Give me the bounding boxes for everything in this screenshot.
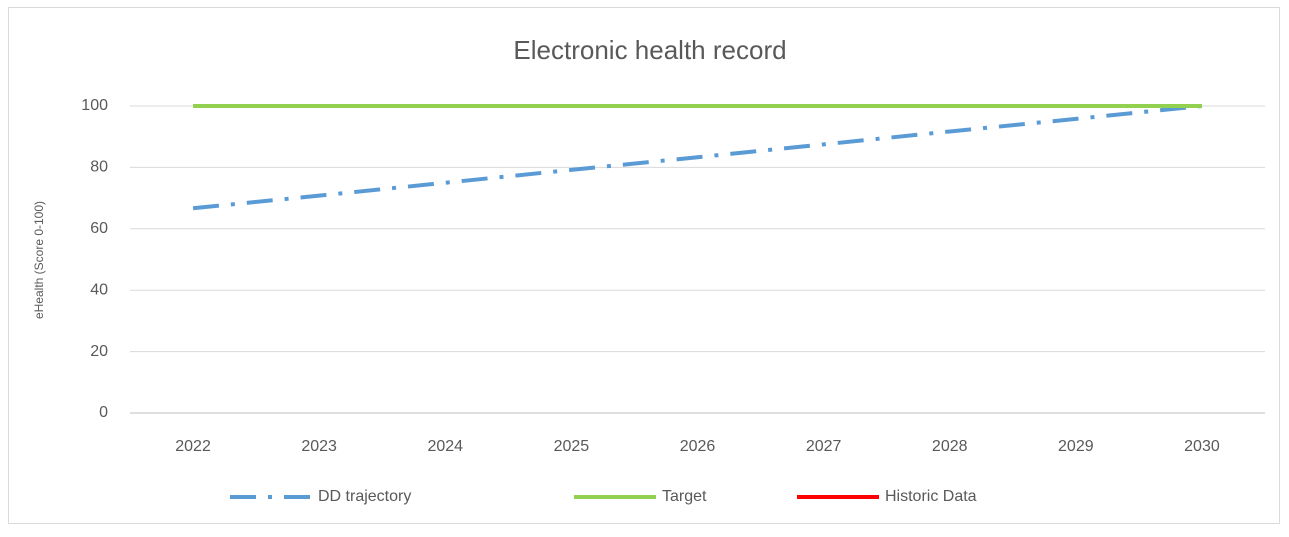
y-tick-label: 0	[99, 404, 108, 421]
legend-label: Target	[662, 488, 707, 505]
x-tick-label: 2023	[301, 438, 337, 455]
x-tick-label: 2027	[806, 438, 842, 455]
x-tick-label: 2024	[427, 438, 463, 455]
x-tick-label: 2025	[554, 438, 590, 455]
legend-label: DD trajectory	[318, 488, 411, 505]
y-tick-label: 80	[90, 159, 108, 176]
y-tick-label: 20	[90, 343, 108, 360]
x-tick-label: 2022	[175, 438, 211, 455]
chart-title: Electronic health record	[513, 35, 786, 65]
series-line	[192, 104, 1203, 211]
y-tick-label: 60	[90, 220, 108, 237]
x-tick-label: 2026	[680, 438, 716, 455]
y-tick-label: 40	[90, 281, 108, 298]
legend-label: Historic Data	[885, 488, 977, 505]
x-tick-label: 2029	[1058, 438, 1094, 455]
x-tick-label: 2030	[1184, 438, 1220, 455]
x-tick-label: 2028	[932, 438, 968, 455]
y-axis-label: eHealth (Score 0-100)	[32, 201, 46, 319]
y-tick-label: 100	[81, 97, 108, 114]
chart-frame	[8, 7, 1280, 524]
